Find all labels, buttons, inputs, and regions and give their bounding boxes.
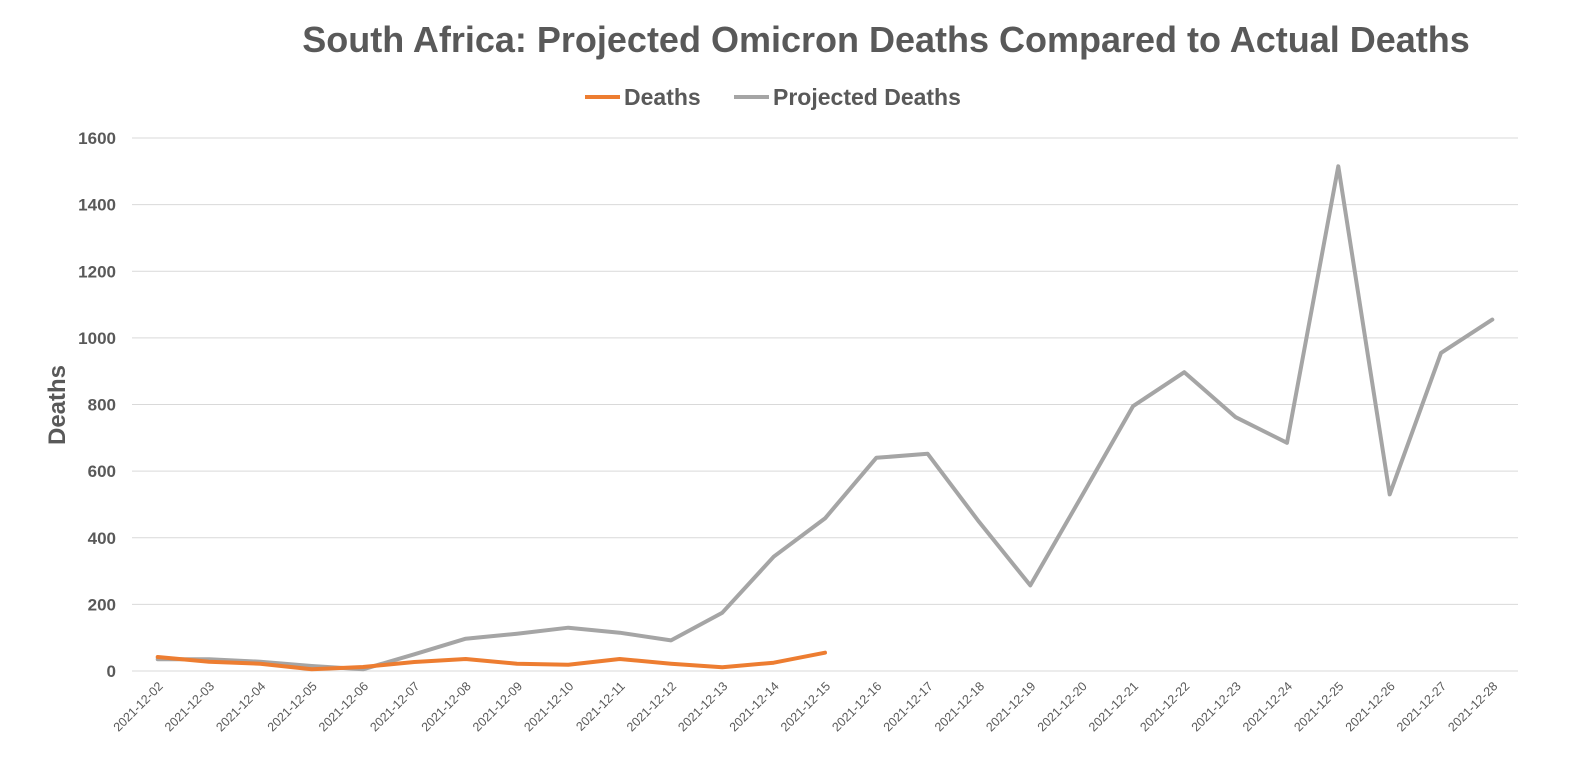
x-tick-label: 2021-12-15: [778, 679, 833, 734]
legend: Deaths Projected Deaths: [585, 84, 961, 110]
y-tick-label: 400: [88, 529, 116, 548]
y-tick-label: 0: [107, 662, 116, 681]
x-tick-label: 2021-12-16: [829, 679, 884, 734]
legend-label-projected-deaths: Projected Deaths: [773, 84, 961, 110]
y-tick-label: 1200: [78, 262, 116, 281]
x-tick-label: 2021-12-09: [470, 679, 525, 734]
x-tick-label: 2021-12-21: [1086, 679, 1141, 734]
x-tick-label: 2021-12-13: [675, 679, 730, 734]
x-tick-label: 2021-12-25: [1291, 679, 1346, 734]
y-tick-label: 1400: [78, 196, 116, 215]
chart-title: South Africa: Projected Omicron Deaths C…: [302, 19, 1470, 60]
x-tick-label: 2021-12-22: [1137, 679, 1192, 734]
x-tick-label: 2021-12-11: [573, 679, 627, 733]
series-line-deaths: [155, 650, 827, 672]
gridlines: [132, 137, 1518, 672]
x-tick-label: 2021-12-02: [111, 679, 166, 734]
legend-label-deaths: Deaths: [624, 84, 701, 110]
x-tick-labels: 2021-12-022021-12-032021-12-042021-12-05…: [111, 679, 1501, 734]
x-tick-label: 2021-12-14: [727, 679, 782, 734]
x-tick-label: 2021-12-08: [419, 679, 474, 734]
x-tick-label: 2021-12-19: [983, 679, 1038, 734]
x-tick-label: 2021-12-06: [316, 679, 371, 734]
series-lines: [155, 164, 1495, 672]
y-tick-labels: 0 200 400 600 800 1000 1200 1400 1600: [78, 129, 116, 681]
y-tick-label: 1600: [78, 129, 116, 148]
x-tick-label: 2021-12-10: [521, 679, 576, 734]
x-tick-label: 2021-12-12: [624, 679, 679, 734]
x-tick-label: 2021-12-20: [1035, 679, 1090, 734]
y-tick-label: 800: [88, 396, 116, 415]
x-tick-label: 2021-12-03: [162, 679, 217, 734]
y-tick-label: 600: [88, 462, 116, 481]
x-tick-label: 2021-12-17: [881, 679, 936, 734]
x-tick-label: 2021-12-23: [1189, 679, 1244, 734]
x-tick-label: 2021-12-18: [932, 679, 987, 734]
x-tick-label: 2021-12-27: [1394, 679, 1449, 734]
x-tick-label: 2021-12-26: [1343, 679, 1398, 734]
x-tick-label: 2021-12-05: [265, 679, 320, 734]
y-axis-title: Deaths: [44, 365, 71, 445]
x-tick-label: 2021-12-04: [213, 679, 268, 734]
x-tick-label: 2021-12-07: [367, 679, 422, 734]
y-tick-label: 1000: [78, 329, 116, 348]
series-line-projected-deaths: [155, 164, 1495, 672]
x-tick-label: 2021-12-24: [1240, 679, 1295, 734]
y-tick-label: 200: [88, 595, 116, 614]
x-tick-label: 2021-12-28: [1445, 679, 1500, 734]
